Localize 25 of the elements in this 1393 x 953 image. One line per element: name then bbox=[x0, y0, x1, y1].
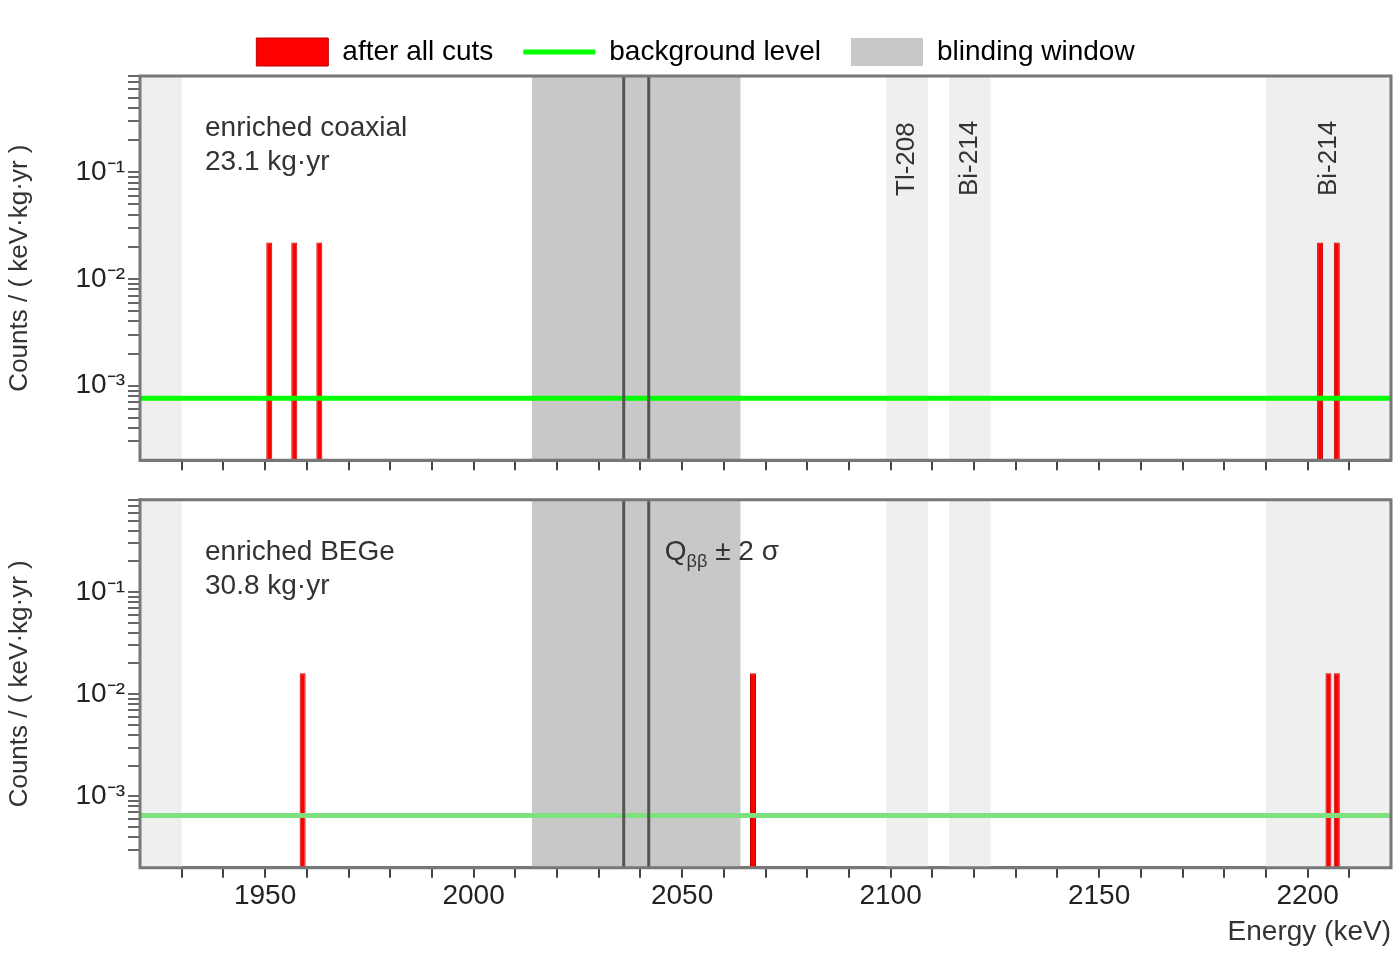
y-tick-label: 10⁻³ bbox=[75, 368, 125, 400]
y-axis-title: Counts / ( keV·kg·yr ) bbox=[2, 560, 33, 808]
x-axis-title: Energy (keV) bbox=[1227, 914, 1391, 946]
annotation: enriched BEGe bbox=[205, 534, 395, 566]
legend-label: after all cuts bbox=[342, 34, 494, 66]
annotation: enriched coaxial bbox=[205, 110, 408, 142]
x-tick-label: 2050 bbox=[650, 879, 714, 911]
x-tick-label: 2000 bbox=[442, 879, 505, 911]
y-tick-label: 10⁻¹ bbox=[75, 155, 125, 187]
legend-label: blinding window bbox=[936, 34, 1136, 66]
x-tick-label: 2150 bbox=[1067, 879, 1131, 911]
y-tick-label: 10⁻² bbox=[75, 261, 125, 293]
y-tick-label: 10⁻² bbox=[75, 676, 125, 708]
y-axis-title: Counts / ( keV·kg·yr ) bbox=[2, 144, 33, 392]
y-tick-label: 10⁻¹ bbox=[75, 574, 125, 606]
annotation: 23.1 kg·yr bbox=[205, 144, 330, 176]
x-tick-label: 2200 bbox=[1276, 879, 1339, 911]
y-tick-label: 10⁻³ bbox=[75, 779, 125, 811]
band-label: Bi-214 bbox=[1311, 120, 1342, 196]
band-label: Bi-214 bbox=[953, 120, 983, 196]
x-tick-label: 2100 bbox=[859, 879, 922, 911]
band-label: Tl-208 bbox=[890, 122, 921, 196]
legend-label: background level bbox=[609, 34, 821, 66]
x-tick-label: 1950 bbox=[233, 879, 297, 911]
annotation: 30.8 kg·yr bbox=[205, 568, 330, 600]
